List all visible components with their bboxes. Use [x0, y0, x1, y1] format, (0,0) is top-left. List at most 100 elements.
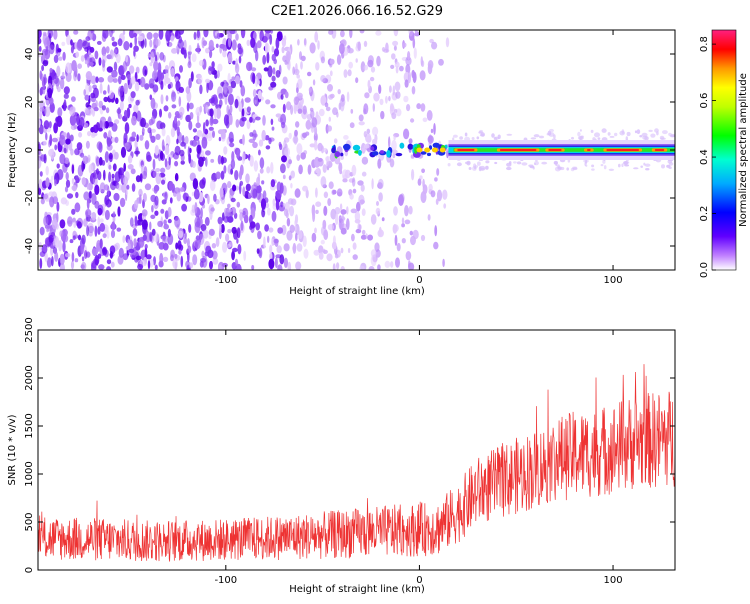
heatmap-cell: [209, 117, 214, 127]
heatmap-cell: [57, 107, 63, 117]
heatmap-cell: [476, 136, 480, 140]
heatmap-cell: [380, 110, 385, 120]
heatmap-cell: [167, 83, 172, 90]
heatmap-cell: [105, 107, 110, 114]
heatmap-cell: [143, 256, 148, 266]
heatmap-cell: [170, 127, 176, 138]
heatmap-cell: [572, 167, 578, 171]
heatmap-cell: [207, 132, 212, 139]
heatmap-cell: [194, 135, 199, 142]
y-tick-label: 2500: [24, 317, 35, 342]
signal-onset-blob: [386, 150, 391, 158]
heatmap-cell: [196, 144, 201, 154]
heatmap-cell: [199, 84, 203, 95]
heatmap-cell: [49, 134, 53, 146]
heatmap-cell: [177, 240, 182, 250]
heatmap-cell: [464, 132, 468, 137]
heatmap-cell: [117, 86, 124, 97]
heatmap-cell: [289, 224, 295, 233]
heatmap-cell: [202, 40, 208, 46]
heatmap-cell: [251, 67, 257, 72]
heatmap-cell: [314, 227, 317, 234]
heatmap-cell: [280, 113, 287, 126]
heatmap-cell: [147, 260, 151, 270]
heatmap-cell: [71, 185, 77, 191]
heatmap-cell: [174, 261, 178, 270]
heatmap-cell: [376, 201, 379, 206]
heatmap-cell: [186, 102, 190, 112]
heatmap-cell: [346, 218, 350, 231]
heatmap-cell: [46, 257, 52, 268]
heatmap-cell: [429, 38, 434, 44]
heatmap-cell: [107, 75, 114, 83]
heatmap-cell: [118, 75, 122, 85]
heatmap-cell: [232, 60, 237, 65]
heatmap-cell: [135, 175, 141, 183]
heatmap-cell: [668, 162, 674, 166]
spectrogram-heatmap: [38, 30, 675, 270]
heatmap-cell: [329, 70, 333, 77]
heatmap-cell: [134, 215, 138, 227]
heatmap-cell: [290, 104, 294, 115]
heatmap-cell: [385, 95, 388, 104]
heatmap-cell: [98, 264, 105, 270]
heatmap-cell: [148, 118, 154, 126]
heatmap-cell: [212, 130, 215, 138]
heatmap-cell: [40, 198, 45, 205]
heatmap-cell: [274, 257, 278, 269]
heatmap-cell: [120, 146, 127, 158]
heatmap-cell: [468, 167, 472, 170]
heatmap-cell: [152, 84, 159, 93]
heatmap-cell: [367, 59, 374, 68]
heatmap-cell: [369, 76, 375, 82]
heatmap-cell: [288, 175, 292, 181]
heatmap-cell: [106, 66, 113, 73]
heatmap-cell: [320, 95, 327, 106]
heatmap-cell: [99, 182, 106, 193]
heatmap-cell: [153, 187, 158, 194]
heatmap-cell: [157, 220, 164, 228]
heatmap-cell: [273, 238, 279, 244]
heatmap-cell: [112, 211, 116, 218]
heatmap-cell: [64, 253, 71, 258]
heatmap-cell: [147, 127, 152, 134]
heatmap-cell: [241, 116, 247, 122]
heatmap-cell: [262, 115, 266, 126]
heatmap-cell: [80, 243, 84, 255]
heatmap-cell: [163, 223, 169, 230]
heatmap-cell: [293, 96, 299, 105]
heatmap-cell: [111, 41, 118, 47]
signal-onset-blob: [416, 144, 421, 149]
heatmap-cell: [230, 80, 237, 89]
heatmap-cell: [71, 96, 76, 102]
heatmap-cell: [122, 253, 129, 261]
heatmap-cell: [377, 178, 384, 190]
heatmap-cell: [102, 120, 106, 130]
heatmap-cell: [189, 112, 194, 120]
heatmap-cell: [38, 178, 43, 189]
heatmap-cell: [129, 97, 135, 102]
heatmap-cell: [302, 185, 308, 192]
heatmap-cell: [286, 217, 291, 227]
heatmap-cell: [59, 230, 64, 237]
heatmap-cell: [71, 59, 77, 72]
heatmap-cell: [69, 114, 77, 126]
heatmap-cell: [196, 42, 200, 54]
heatmap-cell: [395, 257, 400, 268]
heatmap-cell: [259, 30, 265, 42]
heatmap-cell: [112, 78, 118, 83]
heatmap-cell: [49, 196, 55, 208]
heatmap-cell: [38, 37, 42, 45]
heatmap-cell: [188, 44, 192, 53]
heatmap-cell: [150, 135, 156, 143]
heatmap-cell: [137, 219, 143, 226]
heatmap-cell: [116, 227, 122, 232]
heatmap-cell: [365, 233, 368, 239]
heatmap-cell: [660, 137, 666, 140]
heatmap-cell: [419, 70, 426, 81]
heatmap-cell: [315, 62, 320, 71]
heatmap-cell: [126, 184, 130, 190]
heatmap-cell: [577, 131, 581, 137]
heatmap-cell: [625, 136, 628, 141]
heatmap-cell: [218, 93, 223, 100]
